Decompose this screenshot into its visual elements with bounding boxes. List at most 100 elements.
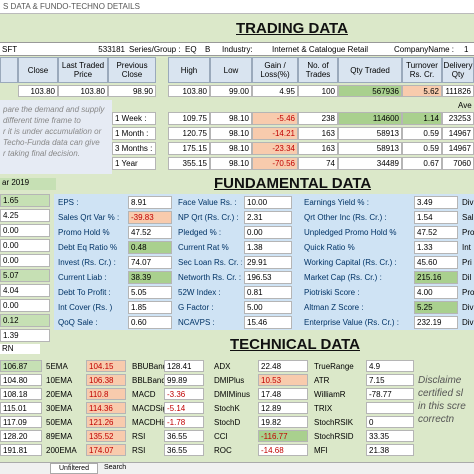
tech-value-b-6[interactable]: 174.07 — [86, 444, 126, 456]
tech-left-value-5[interactable]: 128.20 — [0, 430, 42, 442]
fund-left-value-1[interactable]: 4.25 — [0, 209, 50, 222]
tech-value-f-5[interactable]: -116.77 — [258, 430, 308, 442]
tech-value-f-2[interactable]: 17.48 — [258, 388, 308, 400]
tech-value-f-3[interactable]: 12.89 — [258, 402, 308, 414]
fund-value-d-7[interactable]: 5.00 — [244, 301, 292, 314]
fund-value-d-3[interactable]: 1.38 — [244, 241, 292, 254]
tech-value-h-0[interactable]: 4.9 — [366, 360, 414, 372]
tech-left-value-0[interactable]: 106.87 — [0, 360, 42, 372]
fund-value-d-1[interactable]: 2.31 — [244, 211, 292, 224]
period-low-1[interactable]: 98.10 — [210, 127, 252, 140]
tech-value-b-4[interactable]: 121.26 — [86, 416, 126, 428]
fund-value-b-2[interactable]: 47.52 — [128, 226, 172, 239]
tech-value-h-6[interactable]: 21.38 — [366, 444, 414, 456]
period-qty-2[interactable]: 58913 — [338, 142, 402, 155]
tech-left-value-1[interactable]: 104.80 — [0, 374, 42, 386]
tech-value-b-1[interactable]: 106.38 — [86, 374, 126, 386]
fund-value-b-8[interactable]: 0.60 — [128, 316, 172, 329]
group-value[interactable]: B — [205, 44, 211, 54]
tab-search[interactable]: Search — [100, 463, 140, 474]
fund-left-value-9[interactable]: 1.39 — [0, 329, 50, 342]
fund-value-d-5[interactable]: 196.53 — [244, 271, 292, 284]
period-low-0[interactable]: 98.10 — [210, 112, 252, 125]
period-delivery-0[interactable]: 23253 — [442, 112, 474, 125]
fund-left-value-6[interactable]: 4.04 — [0, 284, 50, 297]
fund-value-b-4[interactable]: 74.07 — [128, 256, 172, 269]
fund-left-value-3[interactable]: 0.00 — [0, 239, 50, 252]
tech-value-d-6[interactable]: 36.55 — [164, 444, 204, 456]
industry-value[interactable]: Internet & Catalogue Retail — [272, 44, 369, 54]
period-label-2[interactable]: 3 Months : — [112, 142, 156, 155]
tech-value-f-0[interactable]: 22.48 — [258, 360, 308, 372]
fund-left-value-8[interactable]: 0.12 — [0, 314, 50, 327]
fund-value-f-7[interactable]: 5.25 — [414, 301, 458, 314]
fund-value-b-1[interactable]: -39.83 — [128, 211, 172, 224]
tech-value-d-3[interactable]: -5.14 — [164, 402, 204, 414]
period-high-1[interactable]: 120.75 — [168, 127, 210, 140]
tech-left-value-3[interactable]: 115.01 — [0, 402, 42, 414]
trading-value-9[interactable]: 111826 — [442, 85, 474, 97]
fund-value-d-4[interactable]: 29.91 — [244, 256, 292, 269]
period-low-3[interactable]: 98.10 — [210, 157, 252, 170]
tech-value-f-1[interactable]: 10.53 — [258, 374, 308, 386]
fund-value-f-1[interactable]: 1.54 — [414, 211, 458, 224]
tech-value-d-0[interactable]: 128.41 — [164, 360, 204, 372]
tech-value-h-1[interactable]: 7.15 — [366, 374, 414, 386]
period-change-0[interactable]: -5.46 — [252, 112, 298, 125]
fund-value-f-8[interactable]: 232.19 — [414, 316, 458, 329]
fund-value-d-8[interactable]: 15.46 — [244, 316, 292, 329]
tech-value-d-2[interactable]: -3.36 — [164, 388, 204, 400]
period-qty-3[interactable]: 34489 — [338, 157, 402, 170]
period-change-2[interactable]: -23.34 — [252, 142, 298, 155]
fund-value-d-2[interactable]: 0.00 — [244, 226, 292, 239]
trading-value-6[interactable]: 100 — [298, 85, 338, 97]
fund-value-b-5[interactable]: 38.39 — [128, 271, 172, 284]
tech-value-h-3[interactable] — [366, 402, 414, 414]
period-turnover-0[interactable]: 1.14 — [402, 112, 442, 125]
fund-value-b-6[interactable]: 5.05 — [128, 286, 172, 299]
period-change-1[interactable]: -14.21 — [252, 127, 298, 140]
period-turnover-2[interactable]: 0.59 — [402, 142, 442, 155]
series-value[interactable]: EQ — [185, 44, 197, 54]
period-high-3[interactable]: 355.15 — [168, 157, 210, 170]
fund-left-value-4[interactable]: 0.00 — [0, 254, 50, 267]
trading-value-4[interactable]: 99.00 — [210, 85, 252, 97]
tech-value-h-2[interactable]: -78.77 — [366, 388, 414, 400]
fund-value-f-5[interactable]: 215.16 — [414, 271, 458, 284]
period-trades-3[interactable]: 74 — [298, 157, 338, 170]
trading-value-7[interactable]: 567936 — [338, 85, 402, 97]
period-label-1[interactable]: 1 Month : — [112, 127, 156, 140]
period-high-0[interactable]: 109.75 — [168, 112, 210, 125]
tech-left-value-4[interactable]: 117.09 — [0, 416, 42, 428]
tech-value-d-5[interactable]: 36.55 — [164, 430, 204, 442]
trading-value-0[interactable]: 103.80 — [18, 85, 58, 97]
period-change-3[interactable]: -70.56 — [252, 157, 298, 170]
tech-value-b-3[interactable]: 114.36 — [86, 402, 126, 414]
tech-value-f-4[interactable]: 19.82 — [258, 416, 308, 428]
code-cell[interactable]: 533181 — [98, 44, 125, 54]
period-qty-0[interactable]: 114600 — [338, 112, 402, 125]
trading-value-2[interactable]: 98.90 — [108, 85, 156, 97]
fund-left-value-5[interactable]: 5.07 — [0, 269, 50, 282]
tech-value-b-0[interactable]: 104.15 — [86, 360, 126, 372]
tech-value-f-6[interactable]: -14.68 — [258, 444, 308, 456]
trading-value-1[interactable]: 103.80 — [58, 85, 108, 97]
fund-left-value-7[interactable]: 0.00 — [0, 299, 50, 312]
trading-value-3[interactable]: 103.80 — [168, 85, 210, 97]
period-delivery-1[interactable]: 14967 — [442, 127, 474, 140]
tech-left-value-6[interactable]: 191.81 — [0, 444, 42, 456]
fund-value-f-4[interactable]: 45.60 — [414, 256, 458, 269]
trading-value-8[interactable]: 5.62 — [402, 85, 442, 97]
period-high-2[interactable]: 175.15 — [168, 142, 210, 155]
period-trades-0[interactable]: 238 — [298, 112, 338, 125]
tab-unfiltered[interactable]: Unfiltered — [50, 463, 98, 474]
fund-value-f-6[interactable]: 4.00 — [414, 286, 458, 299]
period-delivery-3[interactable]: 7060 — [442, 157, 474, 170]
tech-value-h-4[interactable]: 0 — [366, 416, 414, 428]
company-value[interactable]: 1 — [464, 44, 469, 54]
fund-value-d-0[interactable]: 10.00 — [244, 196, 292, 209]
tech-value-b-5[interactable]: 135.52 — [86, 430, 126, 442]
period-trades-2[interactable]: 163 — [298, 142, 338, 155]
fund-value-f-0[interactable]: 3.49 — [414, 196, 458, 209]
fund-left-value-0[interactable]: 1.65 — [0, 194, 50, 207]
